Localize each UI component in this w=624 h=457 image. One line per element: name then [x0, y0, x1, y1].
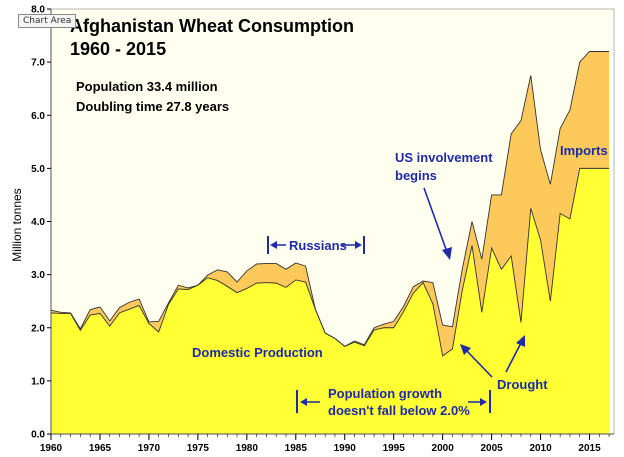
x-tick-label: 1980 [236, 443, 259, 454]
drought-arrowhead-right [516, 335, 525, 347]
population-growth-label-line2: doesn't fall below 2.0% [328, 403, 470, 418]
y-tick-label: 1.0 [31, 376, 45, 387]
russians-arrowhead-left [270, 241, 277, 249]
chart-area-tooltip: Chart Area [18, 14, 77, 28]
russians-arrowhead-right [355, 241, 362, 249]
imports-label: Imports [560, 143, 608, 158]
chart-title-line2: 1960 - 2015 [70, 39, 166, 59]
drought-arrow-right [505, 342, 522, 373]
x-tick-label: 1985 [285, 443, 308, 454]
y-tick-label: 0.0 [31, 430, 45, 441]
domestic-production-line [50, 167, 610, 357]
y-tick-label: 5.0 [31, 164, 45, 175]
domestic-production-area [51, 168, 610, 434]
y-tick-label: 7.0 [31, 58, 45, 69]
x-tick-label: 2015 [578, 443, 601, 454]
x-tick-label: 1970 [138, 443, 161, 454]
domestic-production-label: Domestic Production [192, 345, 323, 360]
y-tick-label: 2.0 [31, 323, 45, 334]
population-arrowhead-left [300, 398, 307, 406]
us-involvement-arrow [423, 187, 448, 253]
us-involvement-arrowhead [442, 247, 452, 260]
population-growth-label-line1: Population growth [328, 386, 442, 401]
us-involvement-label-line2: begins [395, 168, 437, 183]
x-tick-label: 2010 [529, 443, 552, 454]
drought-arrowhead-left [460, 344, 471, 355]
y-tick-label: 3.0 [31, 270, 45, 281]
drought-label: Drought [497, 377, 548, 392]
chart-title-line1: Afghanistan Wheat Consumption [70, 16, 354, 36]
x-tick-label: 1975 [187, 443, 210, 454]
x-tick-label: 1960 [40, 443, 63, 454]
x-tick-label: 1995 [383, 443, 406, 454]
russians-label: Russians [289, 238, 347, 253]
y-tick-label: 6.0 [31, 111, 45, 122]
population-stat: Population 33.4 million [76, 79, 218, 94]
y-tick-label: 8.0 [31, 5, 45, 16]
us-involvement-label-line1: US involvement [395, 150, 493, 165]
y-tick-label: 4.0 [31, 217, 45, 228]
y-axis-label: Million tonnes [10, 188, 24, 261]
drought-arrow-left [465, 349, 493, 378]
imports-area [51, 51, 610, 356]
x-tick-label: 1990 [334, 443, 357, 454]
doubling-time-stat: Doubling time 27.8 years [76, 99, 229, 114]
x-tick-label: 1965 [89, 443, 112, 454]
population-arrowhead-right [480, 398, 487, 406]
x-tick-label: 2005 [480, 443, 503, 454]
annotations: Russians US involvement begins Imports D… [192, 143, 608, 418]
x-tick-label: 2000 [432, 443, 455, 454]
